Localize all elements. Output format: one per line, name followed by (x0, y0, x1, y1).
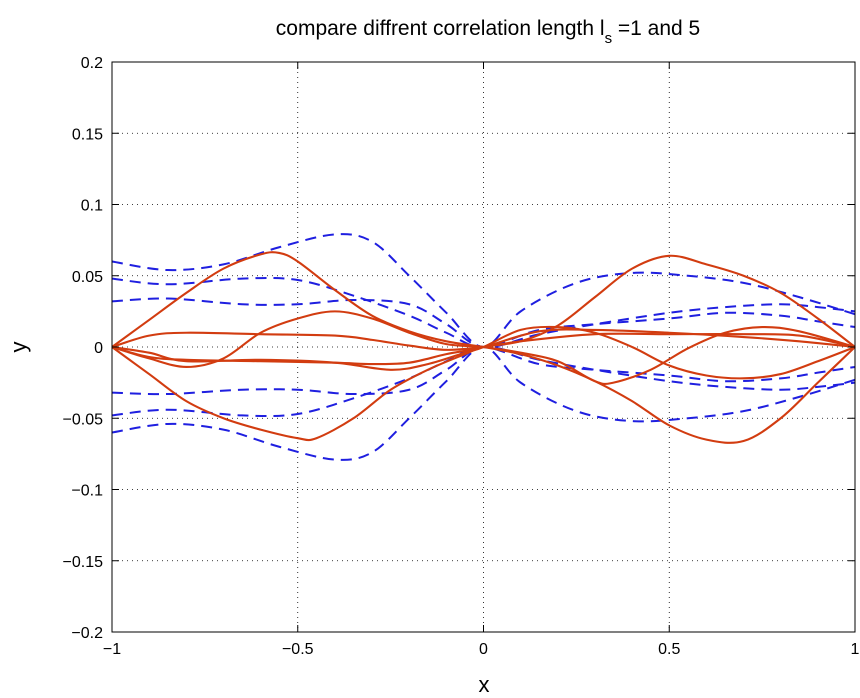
dashed-series-line-6 (111, 345, 856, 461)
y-tick-label: 0 (94, 340, 103, 357)
series-lines (111, 233, 856, 461)
y-tick-labels: −0.2 −0.15 −0.1 −0.05 0 0.05 0.1 0.15 0.2 (63, 55, 104, 642)
y-tick-label: 0.1 (81, 198, 103, 215)
y-tick-label: 0.15 (72, 126, 103, 143)
solid-series-line-7 (111, 251, 856, 444)
ticks (111, 61, 856, 633)
x-tick-label: 0 (479, 641, 488, 658)
x-tick-labels: −1 −0.5 0 0.5 1 (103, 641, 860, 658)
x-tick-label: −0.5 (282, 641, 314, 658)
y-tick-label: −0.2 (71, 625, 103, 642)
dashed-series-line-1 (111, 233, 856, 349)
y-tick-label: −0.05 (63, 411, 104, 428)
chart-title-tail: =1 and 5 (612, 17, 700, 40)
x-tick-label: −1 (103, 641, 121, 658)
chart-title-subscript: s (605, 30, 613, 47)
x-axis-label: x (479, 672, 490, 697)
y-tick-label: 0.2 (81, 55, 103, 72)
y-tick-label: −0.15 (63, 554, 104, 571)
chart-title-main: compare diffrent correlation length l (276, 17, 605, 40)
chart-title: compare diffrent correlation length ls =… (276, 17, 700, 47)
y-tick-label: −0.1 (71, 483, 103, 500)
y-tick-label: 0.05 (72, 269, 103, 286)
solid-series-line-12 (111, 325, 856, 380)
x-tick-label: 1 (851, 641, 860, 658)
x-tick-label: 0.5 (658, 641, 680, 658)
y-axis-label: y (6, 342, 31, 353)
